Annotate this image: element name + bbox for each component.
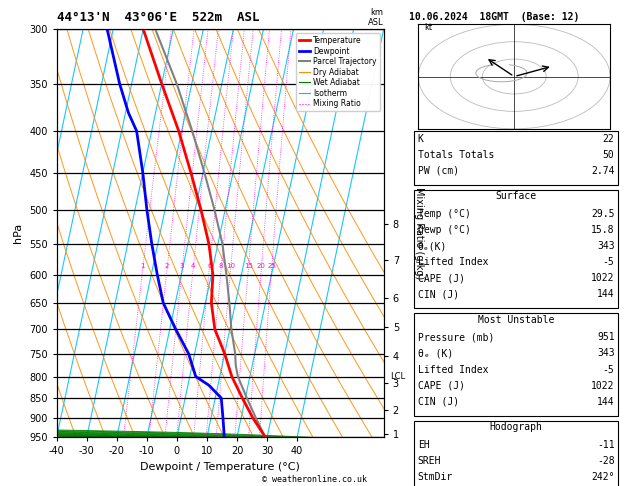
- Text: 144: 144: [597, 397, 615, 407]
- Text: 6: 6: [207, 263, 211, 269]
- Text: 44°13'N  43°06'E  522m  ASL: 44°13'N 43°06'E 522m ASL: [57, 11, 259, 24]
- Text: 1022: 1022: [591, 273, 615, 283]
- Text: -28: -28: [597, 456, 615, 466]
- Text: Most Unstable: Most Unstable: [478, 315, 554, 325]
- Text: EH: EH: [418, 440, 430, 450]
- Text: 15.8: 15.8: [591, 225, 615, 235]
- Text: 50: 50: [603, 150, 615, 160]
- Legend: Temperature, Dewpoint, Parcel Trajectory, Dry Adiabat, Wet Adiabat, Isotherm, Mi: Temperature, Dewpoint, Parcel Trajectory…: [296, 33, 380, 111]
- Text: 2: 2: [165, 263, 169, 269]
- Text: CAPE (J): CAPE (J): [418, 381, 465, 391]
- Text: © weatheronline.co.uk: © weatheronline.co.uk: [262, 474, 367, 484]
- Text: SREH: SREH: [418, 456, 441, 466]
- Text: -5: -5: [603, 257, 615, 267]
- Text: 1022: 1022: [591, 381, 615, 391]
- Text: 242°: 242°: [591, 472, 615, 482]
- Text: LCL: LCL: [390, 372, 405, 381]
- Text: 1: 1: [140, 263, 145, 269]
- Text: Surface: Surface: [496, 191, 537, 202]
- Text: CIN (J): CIN (J): [418, 289, 459, 299]
- Text: 10: 10: [226, 263, 235, 269]
- Text: Hodograph: Hodograph: [489, 422, 543, 433]
- Text: Dewp (°C): Dewp (°C): [418, 225, 470, 235]
- Text: Temp (°C): Temp (°C): [418, 209, 470, 219]
- Text: 343: 343: [597, 348, 615, 359]
- Y-axis label: Mixing Ratio (g/kg): Mixing Ratio (g/kg): [414, 187, 424, 279]
- Text: 2.74: 2.74: [591, 166, 615, 176]
- Y-axis label: hPa: hPa: [13, 223, 23, 243]
- Text: Lifted Index: Lifted Index: [418, 364, 488, 375]
- Text: 8: 8: [219, 263, 223, 269]
- Text: Lifted Index: Lifted Index: [418, 257, 488, 267]
- Text: 343: 343: [597, 241, 615, 251]
- Text: CAPE (J): CAPE (J): [418, 273, 465, 283]
- Text: StmDir: StmDir: [418, 472, 453, 482]
- Text: 25: 25: [267, 263, 276, 269]
- Text: 10.06.2024  18GMT  (Base: 12): 10.06.2024 18GMT (Base: 12): [409, 12, 579, 22]
- Text: K: K: [418, 134, 423, 144]
- Text: θₑ (K): θₑ (K): [418, 348, 453, 359]
- Text: Totals Totals: Totals Totals: [418, 150, 494, 160]
- Text: PW (cm): PW (cm): [418, 166, 459, 176]
- Text: 29.5: 29.5: [591, 209, 615, 219]
- Text: kt: kt: [425, 22, 433, 32]
- Text: 3: 3: [180, 263, 184, 269]
- Text: 144: 144: [597, 289, 615, 299]
- Text: km
ASL: km ASL: [368, 8, 384, 27]
- Text: -11: -11: [597, 440, 615, 450]
- Text: θₑ(K): θₑ(K): [418, 241, 447, 251]
- Text: 4: 4: [191, 263, 196, 269]
- Text: -5: -5: [603, 364, 615, 375]
- Text: 22: 22: [603, 134, 615, 144]
- Text: Pressure (mb): Pressure (mb): [418, 332, 494, 343]
- Text: CIN (J): CIN (J): [418, 397, 459, 407]
- Text: 20: 20: [257, 263, 265, 269]
- X-axis label: Dewpoint / Temperature (°C): Dewpoint / Temperature (°C): [140, 462, 300, 472]
- Text: 951: 951: [597, 332, 615, 343]
- Text: 15: 15: [244, 263, 253, 269]
